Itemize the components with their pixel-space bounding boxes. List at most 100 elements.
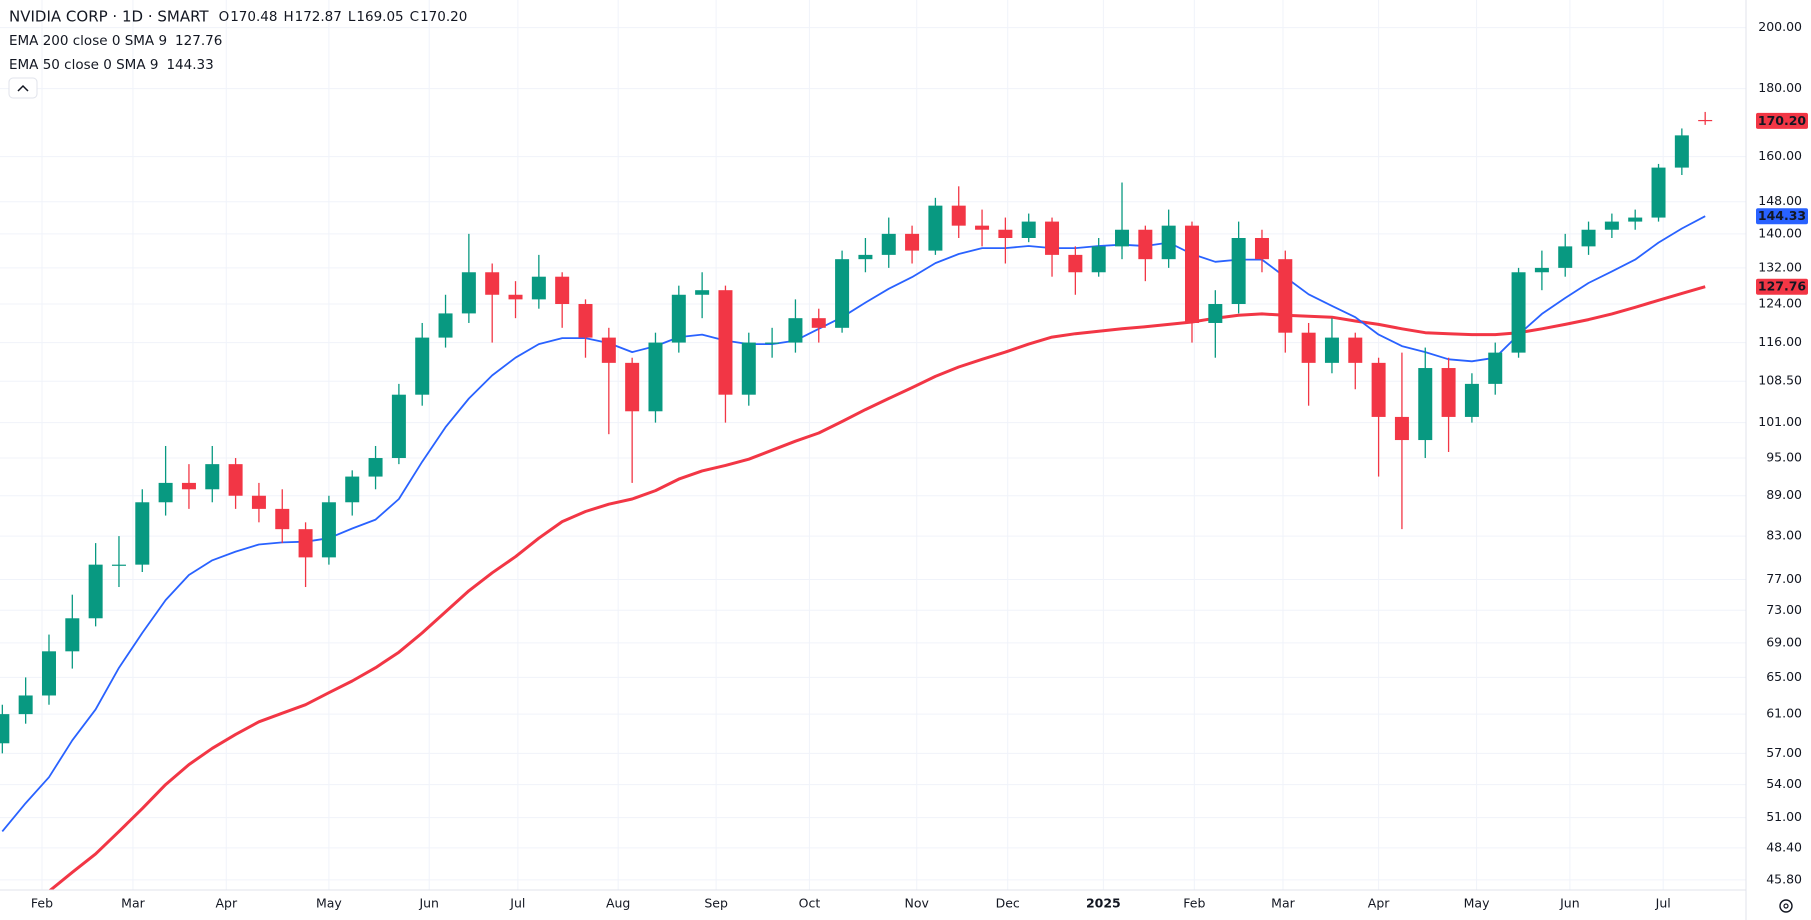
y-tick-label: 132.00 xyxy=(1758,259,1802,274)
candle-body xyxy=(1184,225,1199,323)
candle-body xyxy=(1324,337,1339,363)
candle-body xyxy=(438,313,453,338)
ohlc-value: 170.48 xyxy=(230,9,277,25)
candle-body xyxy=(275,508,290,530)
candle-body xyxy=(998,229,1013,238)
candle-body xyxy=(1464,383,1479,417)
candle-body xyxy=(41,651,56,696)
y-tick-label: 73.00 xyxy=(1766,602,1802,617)
x-tick-label: May xyxy=(316,896,342,911)
candles xyxy=(0,111,1713,754)
candle-body xyxy=(1534,267,1549,273)
candle-body xyxy=(205,464,220,490)
x-tick-label: Mar xyxy=(1271,896,1295,911)
settings-button[interactable] xyxy=(1779,899,1793,913)
candle-body xyxy=(671,294,686,343)
candle-body xyxy=(1628,217,1643,222)
candle-body xyxy=(181,482,196,490)
candle-body xyxy=(298,529,313,558)
candle-body xyxy=(975,225,990,230)
candle-body xyxy=(578,304,593,338)
x-tick-label: Jul xyxy=(509,896,525,911)
ohlc-letter: C xyxy=(410,9,419,25)
candle-body xyxy=(65,618,80,652)
candle-body xyxy=(858,254,873,260)
candle-body xyxy=(695,290,710,295)
ohlc-letter: O xyxy=(219,9,230,25)
candle-body xyxy=(18,695,33,715)
axes: 200.00 180.00 160.00 148.00 140.00 132.00 124.… xyxy=(31,19,1808,911)
settings-icon-center[interactable] xyxy=(1783,903,1789,909)
y-tick-label: 69.00 xyxy=(1766,634,1802,649)
candle-body xyxy=(368,458,383,477)
candle-body xyxy=(1418,368,1433,441)
x-tick-label: Dec xyxy=(996,896,1020,911)
x-tick-label: Apr xyxy=(215,896,237,911)
y-tick-label: 83.00 xyxy=(1766,528,1802,543)
candle-body xyxy=(788,318,803,343)
candle-body xyxy=(1278,259,1293,333)
y-tick-label: 140.00 xyxy=(1758,225,1802,240)
candle-body xyxy=(835,259,850,328)
candle-body xyxy=(485,272,500,295)
candle-body xyxy=(601,337,616,363)
candle-body xyxy=(251,495,266,509)
y-tick-label: 108.50 xyxy=(1758,373,1802,388)
x-tick-label: Jun xyxy=(418,896,439,911)
x-tick-label: 2025 xyxy=(1086,896,1121,911)
candle-body xyxy=(1488,352,1503,384)
ema-line xyxy=(1,215,1706,832)
candle-body xyxy=(508,294,523,300)
indicator-name: EMA 50 close 0 SMA 9 xyxy=(9,57,158,73)
candle-body xyxy=(88,564,103,619)
x-tick-label: Jun xyxy=(1559,896,1580,911)
candle-body xyxy=(928,205,943,251)
candle-body xyxy=(461,272,476,314)
candle-body xyxy=(1231,237,1246,305)
ohlc-letter: H xyxy=(283,9,293,25)
price-label: 144.33 xyxy=(1758,208,1806,223)
x-tick-label: Mar xyxy=(121,896,145,911)
candle-body xyxy=(1161,225,1176,260)
y-tick-label: 200.00 xyxy=(1758,19,1802,34)
candle-body xyxy=(1698,119,1713,122)
y-tick-label: 48.40 xyxy=(1766,839,1802,854)
candle-body xyxy=(135,502,150,565)
price-label: 127.76 xyxy=(1758,279,1807,294)
candle-body xyxy=(1581,229,1596,247)
price-label-box xyxy=(1756,208,1808,225)
settings-icon[interactable] xyxy=(1779,899,1793,913)
indicator-value: 144.33 xyxy=(166,57,213,73)
y-tick-label: 51.00 xyxy=(1766,809,1802,824)
candle-body xyxy=(1441,368,1456,417)
y-tick-label: 180.00 xyxy=(1758,80,1802,95)
candle-body xyxy=(648,342,663,412)
collapse-button[interactable] xyxy=(8,77,38,99)
candle-body xyxy=(1558,246,1573,268)
indicator-value: 127.76 xyxy=(175,33,222,49)
candle-body xyxy=(111,564,126,566)
x-tick-label: May xyxy=(1464,896,1490,911)
ohlc-value: 170.20 xyxy=(420,9,467,25)
collapse-icon[interactable] xyxy=(17,84,29,92)
candle-body xyxy=(811,318,826,328)
candle-body xyxy=(625,362,640,412)
candle-body xyxy=(905,233,920,251)
ohlc-letter: L xyxy=(348,9,356,25)
candle-body xyxy=(1254,237,1269,260)
price-label-box xyxy=(1756,278,1808,295)
y-tick-label: 101.00 xyxy=(1758,414,1802,429)
price-label: 170.20 xyxy=(1758,113,1807,128)
candle-body xyxy=(1604,221,1619,230)
candle-body xyxy=(1115,229,1130,247)
candle-body xyxy=(1045,221,1060,255)
x-tick-label: Apr xyxy=(1368,896,1390,911)
legend: NVIDIA CORP · 1D · SMART O 170.48 H 172.87 L… xyxy=(9,8,467,74)
candle-body xyxy=(391,394,406,459)
candle-body xyxy=(1371,362,1386,417)
collapse-button-box[interactable] xyxy=(8,77,38,99)
candle-body xyxy=(765,342,780,344)
indicator-name: EMA 200 close 0 SMA 9 xyxy=(9,33,167,49)
y-tick-label: 57.00 xyxy=(1766,745,1802,760)
candle-body xyxy=(1301,332,1316,363)
